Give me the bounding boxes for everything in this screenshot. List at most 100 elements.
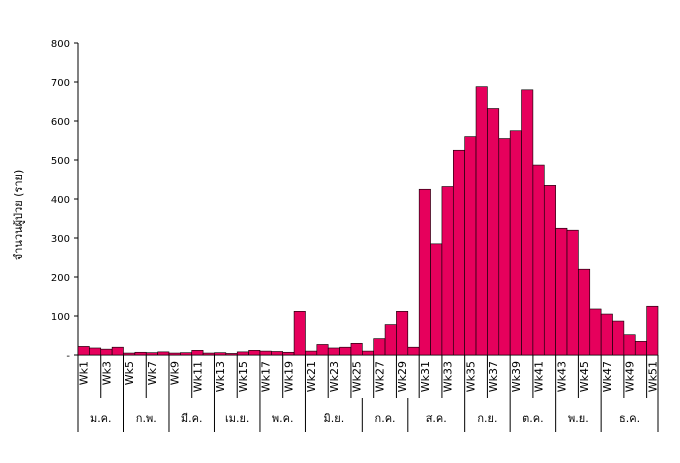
bar xyxy=(180,352,193,356)
bar xyxy=(100,348,113,356)
bar xyxy=(452,149,465,356)
week-label: Wk33 xyxy=(442,361,455,392)
week-label: Wk43 xyxy=(555,361,568,392)
bar xyxy=(134,351,147,356)
bar xyxy=(418,188,431,356)
week-label: Wk51 xyxy=(646,361,659,392)
bar xyxy=(543,185,556,356)
y-axis-label: จำนวนผู้ป่วย (ราย) xyxy=(12,170,25,261)
month-label: พ.ย. xyxy=(568,412,589,425)
week-label: Wk47 xyxy=(601,361,614,392)
week-label: Wk31 xyxy=(419,361,432,392)
bar xyxy=(623,334,636,356)
bar xyxy=(111,346,124,356)
bar xyxy=(373,338,386,356)
week-label: Wk15 xyxy=(237,361,250,392)
bar xyxy=(441,186,454,356)
month-label: ส.ค. xyxy=(426,412,447,425)
bar xyxy=(259,350,272,356)
bar xyxy=(339,346,352,356)
bar xyxy=(487,108,500,356)
month-label: ก.พ. xyxy=(136,412,157,425)
bar xyxy=(271,351,284,356)
bar xyxy=(293,311,306,356)
bar xyxy=(600,313,613,356)
y-tick-label: 600 xyxy=(51,117,70,128)
bar xyxy=(475,86,488,356)
week-label: Wk21 xyxy=(305,361,318,392)
week-label: Wk41 xyxy=(533,361,546,392)
week-label: Wk17 xyxy=(260,361,273,392)
labels-layer: - 100 200 300 400 500 600 700 800 Wk1 Wk3 Wk5 Wk7 Wk9… xyxy=(51,39,659,425)
bar xyxy=(157,351,170,356)
month-label: ก.ค. xyxy=(375,412,396,425)
week-label: Wk11 xyxy=(191,361,204,392)
week-label: Wk9 xyxy=(169,361,182,385)
bar xyxy=(532,164,545,356)
week-label: Wk7 xyxy=(146,361,159,385)
month-label: ก.ย. xyxy=(477,412,497,425)
y-tick-label: 200 xyxy=(51,273,70,284)
week-label: Wk49 xyxy=(624,361,637,392)
bar xyxy=(634,341,647,356)
week-label: Wk35 xyxy=(464,361,477,392)
bar xyxy=(327,347,340,356)
bar xyxy=(362,350,374,356)
month-label: มี.ค. xyxy=(181,412,203,425)
week-label: Wk25 xyxy=(351,361,364,392)
bar xyxy=(430,243,443,356)
bar xyxy=(578,268,591,356)
bar xyxy=(248,350,261,356)
week-label: Wk27 xyxy=(373,361,386,392)
bar xyxy=(509,130,522,356)
bar xyxy=(646,305,659,356)
bar xyxy=(555,227,568,356)
bar xyxy=(521,89,534,356)
week-label: Wk13 xyxy=(214,361,227,392)
week-label: Wk45 xyxy=(578,361,591,392)
bar xyxy=(350,342,363,356)
y-tick-label: 100 xyxy=(51,312,70,323)
month-label: ต.ค. xyxy=(522,412,544,425)
bar xyxy=(77,346,90,356)
y-tick-label: 400 xyxy=(51,195,70,206)
month-label: ธ.ค. xyxy=(619,412,640,425)
month-label: เม.ย. xyxy=(225,412,249,425)
bar xyxy=(316,344,329,356)
bar xyxy=(202,352,215,356)
bar xyxy=(566,229,579,356)
bar xyxy=(407,346,420,356)
week-label: Wk39 xyxy=(510,361,523,392)
month-label: พ.ค. xyxy=(272,412,294,425)
bar xyxy=(282,351,295,356)
bar xyxy=(498,138,511,356)
y-tick-label: 500 xyxy=(51,156,70,167)
bar xyxy=(225,353,238,356)
week-label: Wk3 xyxy=(100,361,113,385)
week-label: Wk1 xyxy=(78,361,91,385)
y-tick-label: 300 xyxy=(51,234,70,245)
month-label: มิ.ย. xyxy=(324,412,345,425)
bar xyxy=(89,347,102,356)
week-label: Wk5 xyxy=(123,361,136,385)
week-label: Wk29 xyxy=(396,361,409,392)
bar xyxy=(168,352,181,356)
bar xyxy=(612,320,625,356)
bar xyxy=(214,352,227,356)
bar xyxy=(305,350,318,356)
bar xyxy=(464,136,477,356)
bar xyxy=(589,308,602,356)
y-tick-label: 800 xyxy=(51,39,70,50)
bar xyxy=(145,352,158,356)
bar xyxy=(236,351,249,356)
week-label: Wk19 xyxy=(282,361,295,392)
bar xyxy=(123,352,136,356)
y-tick-label: 700 xyxy=(51,78,70,89)
week-label: Wk37 xyxy=(487,361,500,392)
y-tick-label: - xyxy=(66,351,70,362)
month-label: ม.ค. xyxy=(90,412,112,425)
bar xyxy=(396,311,409,356)
bars-layer xyxy=(77,86,659,356)
week-label: Wk23 xyxy=(328,361,341,392)
